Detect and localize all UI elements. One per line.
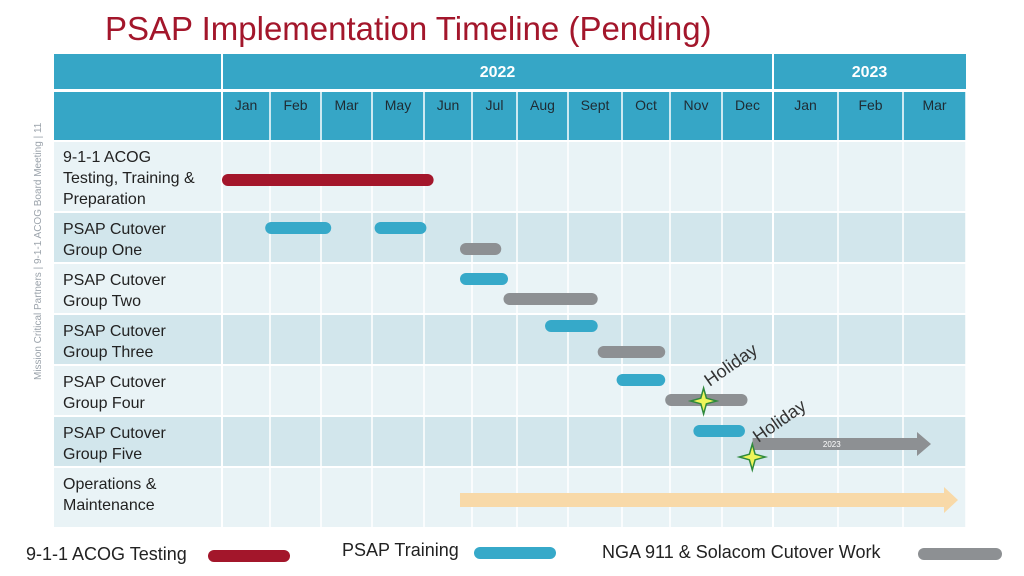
month-label: Dec (735, 97, 760, 113)
month-label: Jan (235, 97, 258, 113)
row-label: PSAP Cutover (63, 323, 167, 340)
row-label: Maintenance (63, 497, 155, 514)
month-label: Mar (922, 97, 946, 113)
legend-cutover-swatch (918, 548, 1002, 560)
row-label: PSAP Cutover (63, 272, 167, 289)
row-bg (54, 366, 966, 415)
row-label: Operations & (63, 476, 157, 493)
month-label: Mar (334, 97, 358, 113)
row-label: Testing, Training & (63, 170, 195, 187)
month-label: May (385, 97, 411, 113)
training-bar (545, 320, 598, 332)
year-header-bg (54, 54, 966, 89)
row-bg (54, 264, 966, 313)
month-label: Feb (858, 97, 882, 113)
year-label: 2022 (480, 64, 516, 81)
row-label: Group Two (63, 293, 141, 310)
month-label: Feb (283, 97, 307, 113)
training-bar (693, 425, 745, 437)
holiday-star-icon (736, 441, 769, 473)
header-gap (54, 89, 966, 92)
legend-training-label: PSAP Training (342, 540, 459, 560)
month-label: Nov (684, 97, 709, 113)
month-header-bg (54, 92, 966, 140)
training-bar (374, 222, 427, 234)
month-label: Oct (635, 97, 657, 113)
row-label: PSAP Cutover (63, 374, 167, 391)
row-label: Group Three (63, 344, 154, 361)
month-label: Sept (581, 97, 610, 113)
row-label: PSAP Cutover (63, 425, 167, 442)
cutover-arrow (752, 432, 931, 456)
page-title: PSAP Implementation Timeline (Pending) (105, 10, 712, 47)
row-label: Group One (63, 242, 142, 259)
month-label: Aug (530, 97, 555, 113)
month-label: Jan (794, 97, 817, 113)
training-bar (265, 222, 332, 234)
month-label: Jun (437, 97, 460, 113)
month-label: Jul (486, 97, 504, 113)
training-bar (616, 374, 666, 386)
row-label: Group Four (63, 395, 145, 412)
row-bg (54, 142, 966, 211)
row-label: PSAP Cutover (63, 221, 167, 238)
year-label: 2023 (852, 64, 888, 81)
legend-training-swatch (474, 547, 556, 559)
row-label: Preparation (63, 191, 146, 208)
cutover-bar (503, 293, 598, 305)
maintenance-arrow (460, 487, 958, 513)
legend-acog-swatch (208, 550, 290, 562)
cutover-bar (597, 346, 666, 358)
cutover-bar (460, 243, 502, 255)
holiday-star-icon (687, 385, 720, 417)
legend-cutover-label: NGA 911 & Solacom Cutover Work (602, 542, 881, 562)
legend-acog-label: 9-1-1 ACOG Testing (26, 544, 187, 564)
row-label: Group Five (63, 446, 142, 463)
arrow-label: 2023 (823, 440, 841, 449)
row-label: 9-1-1 ACOG (63, 149, 151, 166)
training-bar (460, 273, 508, 285)
row-bg (54, 213, 966, 262)
acog-bar (222, 174, 434, 186)
row-bg (54, 315, 966, 364)
